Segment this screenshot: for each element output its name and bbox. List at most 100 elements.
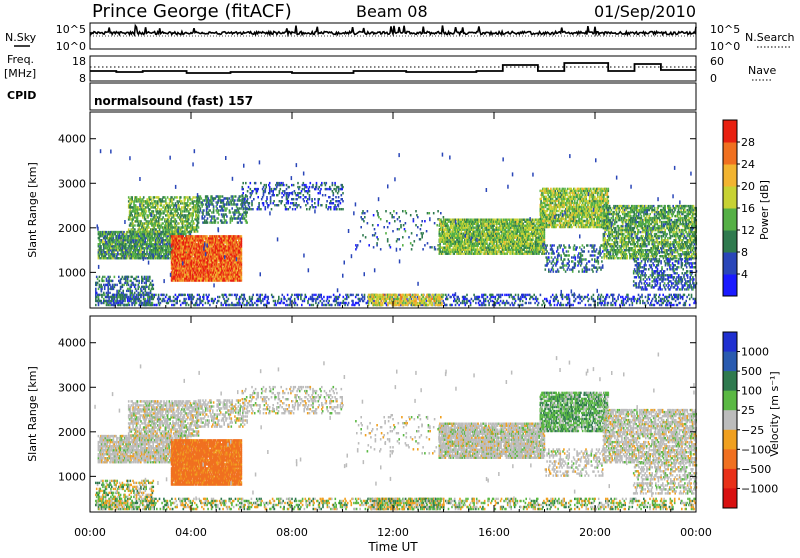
data-cell <box>193 222 195 224</box>
data-cell <box>364 212 366 214</box>
data-cell <box>265 184 267 186</box>
data-cell <box>230 219 232 221</box>
data-cell <box>327 188 329 190</box>
data-cell <box>187 196 189 198</box>
data-cell <box>241 221 243 223</box>
data-cell <box>289 206 291 208</box>
data-cell <box>322 194 324 196</box>
data-cell <box>281 200 283 202</box>
data-cell <box>226 215 228 217</box>
data-cell <box>305 204 307 206</box>
data-cell <box>443 216 445 218</box>
data-cell <box>362 234 364 236</box>
data-cell <box>397 238 399 240</box>
data-cell <box>429 246 431 248</box>
data-cell <box>146 198 148 200</box>
data-cell <box>280 188 282 190</box>
data-cell <box>226 221 228 223</box>
data-cell <box>264 184 266 186</box>
data-cell <box>257 188 259 190</box>
data-cell <box>274 204 276 206</box>
data-cell <box>192 220 194 222</box>
noise-left-label: N.Sky <box>5 31 37 44</box>
data-cell <box>197 230 199 232</box>
data-cell <box>424 244 426 246</box>
data-cell <box>424 220 426 222</box>
data-cell <box>399 248 401 250</box>
data-cell <box>257 190 259 192</box>
data-cell <box>192 196 194 198</box>
data-cell <box>146 220 148 222</box>
freq-tick-bottom: 8 <box>79 72 86 85</box>
data-cell <box>411 248 413 250</box>
data-cell <box>335 190 337 192</box>
date-label: 01/Sep/2010 <box>594 2 696 21</box>
data-cell <box>133 239 135 241</box>
data-cell <box>333 192 335 194</box>
data-cell <box>410 242 412 244</box>
data-cell <box>182 210 184 212</box>
data-cell <box>140 220 142 222</box>
data-cell <box>218 209 220 211</box>
beam-label: Beam 08 <box>356 2 428 21</box>
data-cell <box>434 222 436 224</box>
data-cell <box>440 212 442 214</box>
data-cell <box>250 208 252 210</box>
data-cell <box>305 196 307 198</box>
data-cell <box>176 224 178 226</box>
data-cell <box>335 196 337 198</box>
data-cell <box>288 186 290 188</box>
data-cell <box>154 196 156 198</box>
data-cell <box>134 224 136 226</box>
data-cell <box>242 202 244 204</box>
data-cell <box>248 186 250 188</box>
data-cell <box>364 216 366 218</box>
data-cell <box>462 253 464 255</box>
data-cell <box>263 190 265 192</box>
data-cell <box>272 190 274 192</box>
data-cell <box>325 194 327 196</box>
data-cell <box>427 212 429 214</box>
data-cell <box>246 221 248 223</box>
data-cell <box>202 203 204 205</box>
data-cell <box>422 232 424 234</box>
data-cell <box>182 202 184 204</box>
frequency-step-line <box>90 63 696 73</box>
data-cell <box>429 212 431 214</box>
data-cell <box>273 194 275 196</box>
data-cell <box>293 202 295 204</box>
data-cell <box>313 206 315 208</box>
data-cell <box>269 190 271 192</box>
data-cell <box>242 188 244 190</box>
data-cell <box>255 182 257 184</box>
data-cell <box>101 249 103 251</box>
data-cell <box>411 232 413 234</box>
data-cell <box>342 186 344 188</box>
data-cell <box>297 192 299 194</box>
data-cell <box>155 200 157 202</box>
data-cell <box>373 214 375 216</box>
data-cell <box>192 271 194 273</box>
data-cell <box>338 190 340 192</box>
data-cell <box>177 212 179 214</box>
data-cell <box>269 182 271 184</box>
data-cell <box>357 244 359 246</box>
data-cell <box>383 226 385 228</box>
data-cell <box>363 220 365 222</box>
data-cell <box>478 219 480 221</box>
data-cell <box>234 203 236 205</box>
data-cell <box>372 224 374 226</box>
data-cell <box>269 186 271 188</box>
data-cell <box>311 198 313 200</box>
data-cell <box>394 220 396 222</box>
data-cell <box>143 204 145 206</box>
data-cell <box>244 198 246 200</box>
data-cell <box>190 208 192 210</box>
noise-tick-bottom-right: 10^0 <box>710 40 740 53</box>
noise-right-label: N.Search <box>745 31 795 44</box>
data-cell <box>244 202 246 204</box>
data-cell <box>390 212 392 214</box>
data-cell <box>163 200 165 202</box>
data-cell <box>277 182 279 184</box>
